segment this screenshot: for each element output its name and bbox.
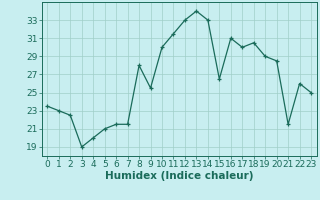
X-axis label: Humidex (Indice chaleur): Humidex (Indice chaleur) [105, 171, 253, 181]
